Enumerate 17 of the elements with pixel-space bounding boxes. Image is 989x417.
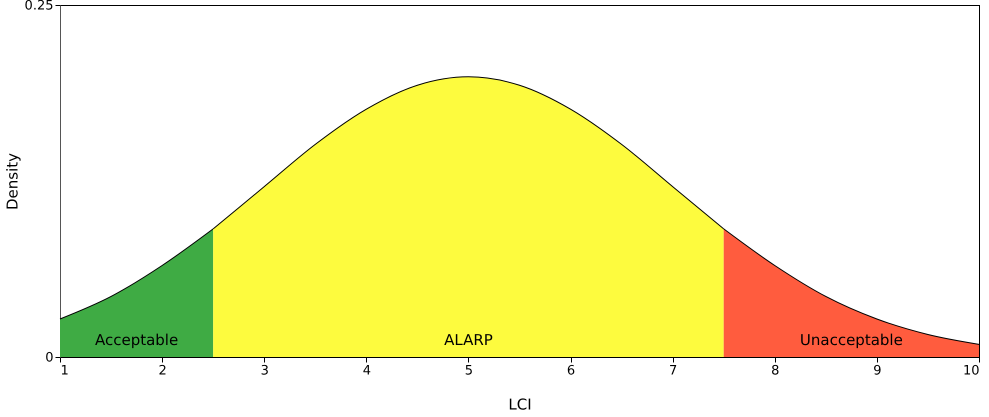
- annotation: Acceptable: [94, 331, 178, 349]
- x-tick-label: 2: [158, 364, 167, 378]
- x-tick-label: 9: [873, 364, 882, 378]
- x-tick-label: 4: [362, 364, 371, 378]
- y-tick-label: 0: [45, 350, 54, 366]
- annotation: ALARP: [444, 331, 493, 349]
- x-tick-label: 6: [566, 364, 576, 378]
- x-tick-label: 5: [464, 364, 474, 378]
- y-axis-title: Density: [4, 152, 22, 210]
- x-tick-label: 3: [260, 364, 269, 378]
- x-tick-label: 10: [962, 364, 980, 378]
- y-tick-label: 0.25: [24, 0, 54, 14]
- x-axis-title: LCI: [508, 396, 532, 414]
- annotation: Unacceptable: [800, 331, 903, 349]
- x-tick-label: 1: [60, 364, 69, 378]
- x-tick-label: 8: [771, 364, 780, 378]
- x-tick-label: 7: [669, 364, 678, 378]
